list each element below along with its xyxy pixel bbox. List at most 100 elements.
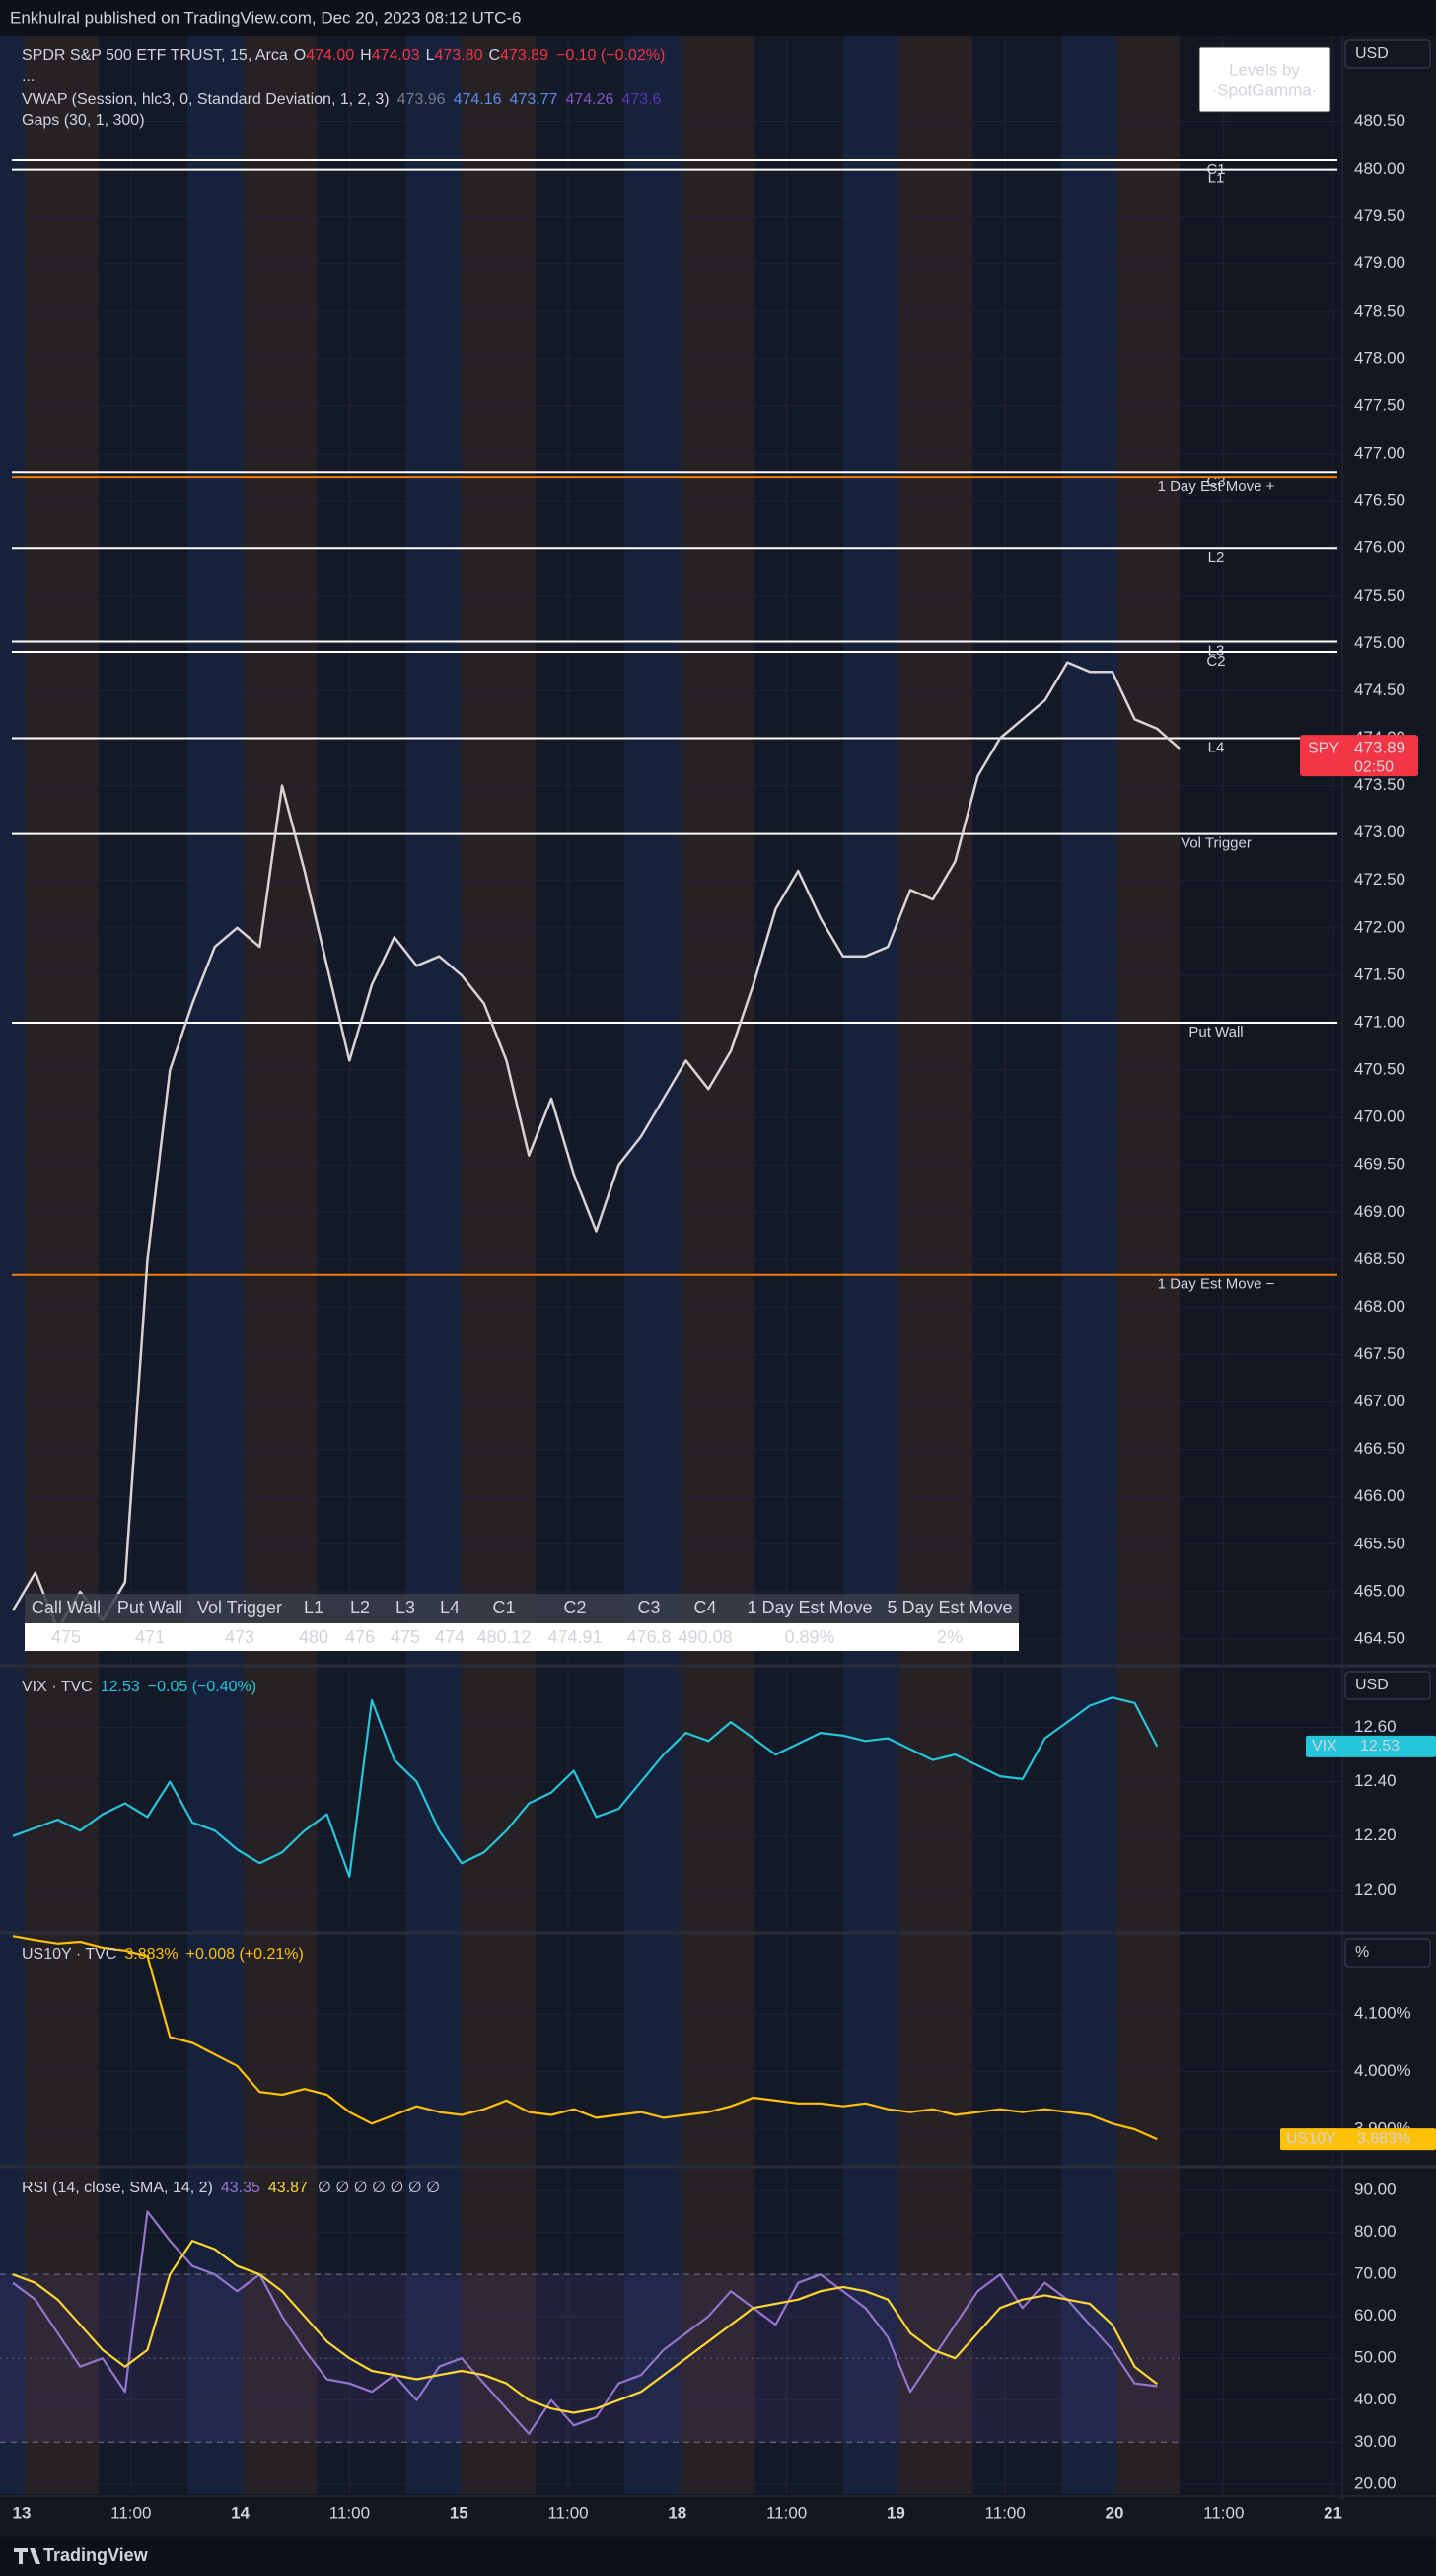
session-band: [0, 36, 25, 2494]
header-bar: [0, 0, 1436, 36]
time-tick-label: 11:00: [766, 2503, 807, 2522]
legend-item: 12.53: [101, 1679, 140, 1695]
badge-text: ·SpotGamma·: [1212, 80, 1318, 99]
legend-item: 474.26: [565, 91, 613, 107]
legend-collapsed: ...: [22, 68, 35, 85]
pane-tag: [1280, 2128, 1436, 2151]
legend-item: −0.10 (−0.02%): [556, 47, 665, 64]
tv-logo: [14, 2548, 40, 2564]
y-tick-label: 465.00: [1354, 1581, 1405, 1600]
legend: US10Y · TVC 3.883% +0.008 (+0.21%): [22, 1946, 304, 1963]
session-band: [842, 36, 899, 2494]
table-cell: 471: [135, 1627, 165, 1647]
y-tick-label: 473.00: [1354, 823, 1405, 841]
last-price-value: 473.89: [1354, 739, 1405, 757]
y-tick-label: 480.00: [1354, 159, 1405, 178]
legend-item: 43.35: [221, 2180, 260, 2196]
session-band: [754, 36, 843, 2494]
session-band: [243, 36, 318, 2494]
y-tick-label: 12.40: [1354, 1771, 1397, 1790]
legend-item: 473.77: [510, 91, 558, 107]
y-tick-label: 477.00: [1354, 444, 1405, 463]
y-tick-label: 30.00: [1354, 2432, 1397, 2451]
legend-item: RSI (14, close, SMA, 14, 2): [22, 2180, 213, 2196]
table-cell: 490.08: [678, 1627, 732, 1647]
legend: VIX · TVC 12.53 −0.05 (−0.40%): [22, 1679, 256, 1695]
table-row-bg: [25, 1623, 1019, 1651]
level-label: L3: [1208, 642, 1225, 659]
y-tick-label: 80.00: [1354, 2222, 1397, 2241]
y-tick-label: 466.50: [1354, 1439, 1405, 1458]
table-cell: 474: [435, 1627, 465, 1647]
rsi-band-fill: [0, 2274, 1180, 2443]
table-header: C4: [693, 1598, 716, 1617]
table-cell: 475: [391, 1627, 420, 1647]
table-header: 5 Day Est Move: [887, 1598, 1012, 1617]
time-tick-label: 14: [231, 2503, 250, 2522]
header-text: Enkhulral published on TradingView.com, …: [10, 8, 522, 27]
legend-item: C: [488, 47, 500, 64]
y-tick-label: 50.00: [1354, 2348, 1397, 2367]
pane-tag-value: 3.883%: [1357, 2130, 1410, 2147]
legend-item: −0.05 (−0.40%): [148, 1679, 256, 1695]
y-tick-label: 477.50: [1354, 395, 1405, 414]
table-header: C2: [563, 1598, 586, 1617]
series-line: [12, 1935, 1158, 2141]
session-band: [972, 36, 1062, 2494]
y-tick-label: 464.50: [1354, 1628, 1405, 1647]
table-cell: 476.8: [626, 1627, 671, 1647]
legend-item: 474.00: [306, 47, 354, 64]
legend-item: O: [294, 47, 306, 64]
session-band: [99, 36, 187, 2494]
time-tick-label: 11:00: [1203, 2503, 1244, 2522]
last-price-symbol: SPY: [1308, 740, 1339, 756]
session-band: [25, 36, 99, 2494]
legend-item: 473.80: [435, 47, 483, 64]
legend-item: US10Y · TVC: [22, 1946, 116, 1963]
badge-box: [1198, 46, 1331, 113]
y-tick-label: 469.00: [1354, 1202, 1405, 1221]
currency-label: USD: [1355, 1677, 1389, 1693]
session-band: [898, 36, 973, 2494]
table-header: C1: [492, 1598, 515, 1617]
badge-text: Levels by: [1229, 60, 1300, 79]
table-cell: 475: [51, 1627, 81, 1647]
time-tick-label: 11:00: [985, 2503, 1026, 2522]
currency-box: [1344, 1671, 1431, 1700]
time-tick-label: 11:00: [547, 2503, 588, 2522]
y-tick-label: 4.000%: [1354, 2061, 1411, 2080]
legend-item: 474.03: [372, 47, 420, 64]
level-label: 1 Day Est Move +: [1158, 478, 1275, 495]
level-label: C2: [1206, 653, 1225, 670]
time-tick-label: 11:00: [329, 2503, 370, 2522]
y-tick-label: 467.50: [1354, 1344, 1405, 1363]
session-band: [462, 36, 537, 2494]
session-band: [187, 36, 244, 2494]
price-axis: [1342, 36, 1436, 2500]
y-tick-label: 468.50: [1354, 1250, 1405, 1268]
y-tick-label: 465.50: [1354, 1534, 1405, 1552]
last-price-tag: [1300, 735, 1418, 777]
legend-item: 474.16: [454, 91, 502, 107]
y-tick-label: 12.20: [1354, 1825, 1397, 1844]
pane-tag-name: US10Y: [1286, 2130, 1336, 2147]
y-tick-label: 469.50: [1354, 1155, 1405, 1174]
session-band: [1117, 36, 1180, 2494]
legend-item: H: [360, 47, 372, 64]
y-tick-label: 470.50: [1354, 1060, 1405, 1079]
y-tick-label: 467.00: [1354, 1392, 1405, 1410]
y-tick-label: 479.50: [1354, 206, 1405, 225]
y-tick-label: 472.00: [1354, 917, 1405, 936]
table-header: L3: [395, 1598, 415, 1617]
y-tick-label: 476.00: [1354, 538, 1405, 557]
last-price-countdown: 02:50: [1354, 758, 1394, 775]
y-tick-label: 474.50: [1354, 680, 1405, 699]
table-cell: 2%: [937, 1627, 963, 1647]
legend-item: VIX · TVC: [22, 1679, 93, 1695]
table-cell: 480.12: [476, 1627, 531, 1647]
legend-item: 3.883%: [124, 1946, 178, 1963]
footer-text: TradingView: [43, 2545, 149, 2565]
level-label: Vol Trigger: [1181, 835, 1252, 852]
